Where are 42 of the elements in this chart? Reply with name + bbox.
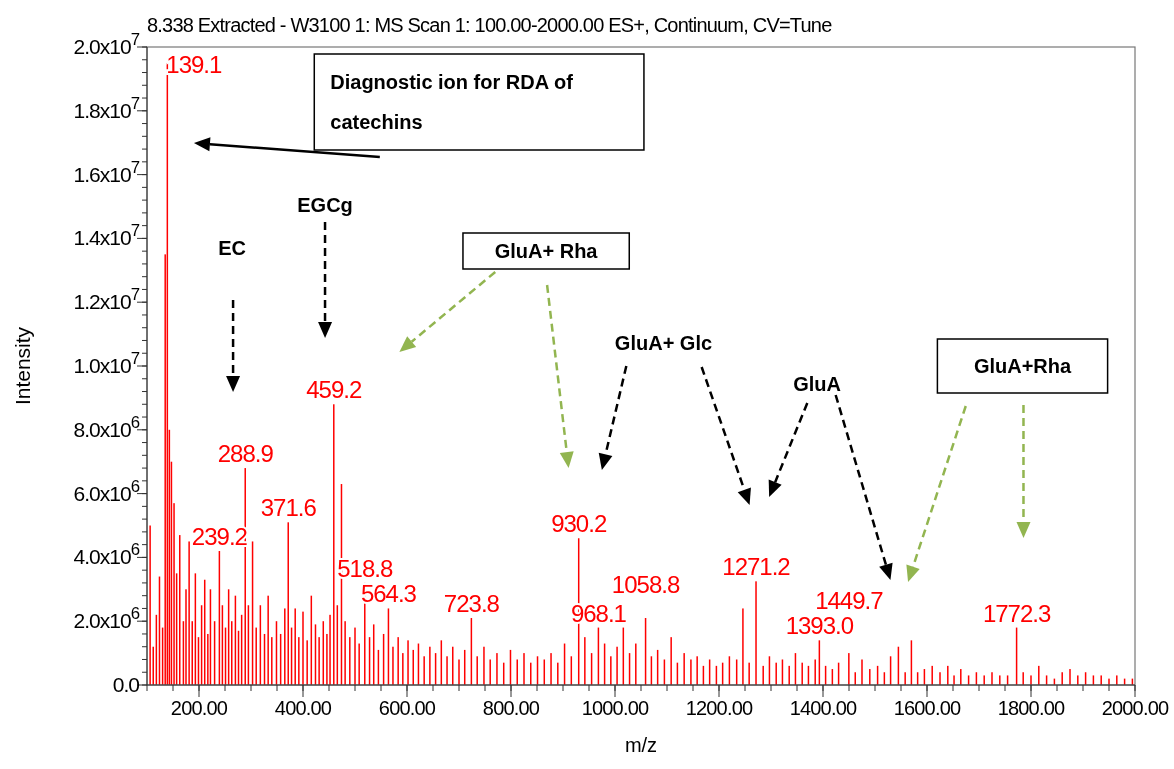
annotation: GluA+Rha [973,355,1072,377]
annotation: 1271.2 [722,553,791,581]
annotation: 1772.3 [982,599,1051,627]
y-tick-label: 2.0x10$^{7}$ [73,29,140,58]
annotation: 930.2 [551,510,607,538]
x-tick-label: 1600.00 [893,697,962,719]
annotation: 371.6 [260,494,317,522]
x-tick-label: 400.00 [274,697,332,719]
annotation: 723.8 [443,590,500,618]
x-tick-label: 2000.00 [1101,697,1170,719]
annotation: 459.2 [306,376,362,404]
y-tick-label: 8.0x10$^{6}$ [73,412,140,441]
y-tick-label: 6.0x10$^{6}$ [73,476,140,505]
chart-title: 8.338 Extracted - W3100 1: MS Scan 1: 100.00-2000.00 ES+, Continuum, CV=Tune [147,14,833,36]
y-tick-label: 1.4x10$^{7}$ [73,220,140,250]
x-tick-label: 600.00 [378,697,436,719]
x-tick-label: 800.00 [482,697,540,719]
y-tick-label: 1.8x10$^{7}$ [73,93,140,122]
annotation: Diagnostic ion for RDA of catechins [330,71,574,133]
x-tick-label: 200.00 [170,697,228,719]
y-tick-label: 4.0x10$^{6}$ [73,539,140,569]
annotation: 288.9 [217,440,274,468]
x-tick-label: 1800.00 [997,697,1066,719]
y-tick-label: 0.0 [112,673,140,696]
y-axis-title: Intensity [11,326,34,406]
x-tick-label: 1400.00 [789,697,858,719]
y-tick-label: 1.6x10$^{7}$ [73,157,140,186]
x-axis-title: m/z [624,734,658,756]
y-tick-label: 1.2x10$^{7}$ [73,284,140,314]
y-tick-label: 1.0x10$^{7}$ [73,348,140,377]
annotation: 1449.7 [815,586,884,614]
annotation: GluA [793,373,841,395]
annotation: 1058.8 [611,570,680,598]
annotation: 1393.0 [785,612,854,640]
x-tick-label: 1000.00 [581,697,650,719]
annotation: GluA+ Rha [494,240,599,262]
annotation: GluA+ Glc [614,332,713,354]
annotation: EGCg [297,194,353,216]
annotation: 139.1 [166,51,223,78]
annotation: EC [218,237,246,259]
y-tick-label: 2.0x10$^{6}$ [73,603,140,633]
x-tick-label: 1200.00 [685,697,754,719]
